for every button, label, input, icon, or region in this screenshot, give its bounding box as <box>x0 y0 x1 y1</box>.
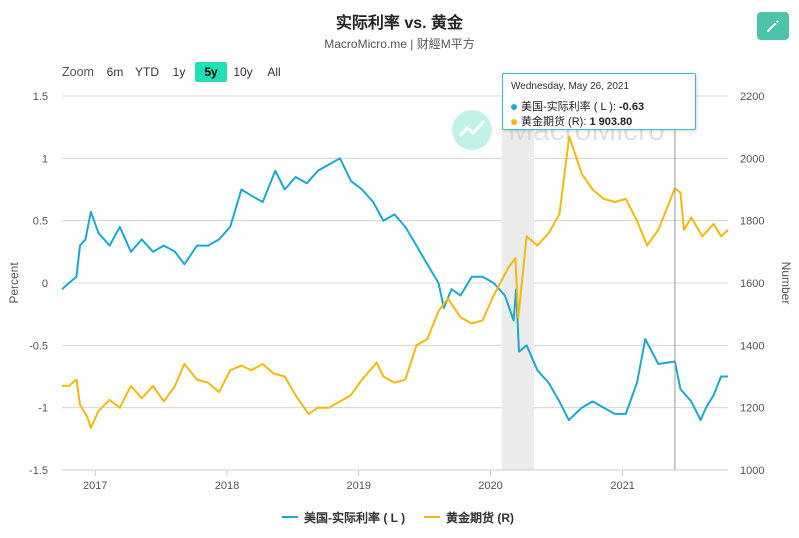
zoom-all-button[interactable]: All <box>267 65 281 79</box>
y-right-tick-label: 2000 <box>740 153 764 165</box>
x-tick-label: 2020 <box>478 480 502 492</box>
y-right-tick-label: 1400 <box>740 340 764 352</box>
zoom-10y-button[interactable]: 10y <box>233 65 253 79</box>
tooltip-value-gold: 1 903.80 <box>589 116 633 128</box>
edit-button[interactable] <box>757 12 789 40</box>
y-right-tick-label: 1800 <box>740 216 764 228</box>
series-lines <box>61 135 729 429</box>
legend-item-gold[interactable]: 黄金期货 (R) <box>424 508 534 526</box>
y-axis-left-label: Percent <box>7 262 21 304</box>
x-tick-label: 2019 <box>346 480 370 492</box>
chart-subtitle: MacroMicro.me | 财經M平方 <box>324 37 475 51</box>
tooltip-row-gold: 黄金期货 (R): 1 903.80 <box>511 113 632 129</box>
zoom-ytd-button[interactable]: YTD <box>135 65 159 79</box>
zoom-6m-button[interactable]: 6m <box>106 65 124 79</box>
y-axis-left-ticks: 1.5 1 0.5 0 -0.5 -1 -1.5 <box>29 91 48 477</box>
legend-item-rate[interactable]: 美国-实际利率 ( L ) <box>282 508 412 526</box>
tooltip-dot-rate <box>511 104 517 111</box>
tooltip-date: Wednesday, May 26, 2021 <box>511 81 630 92</box>
y-axis-right-ticks: 2200 2000 1800 1600 1400 1200 1000 <box>740 91 764 477</box>
x-tick-label: 2018 <box>215 480 239 492</box>
y-right-tick-label: 1600 <box>740 278 764 290</box>
x-tick-label: 2021 <box>610 480 634 492</box>
zoom-1y-button[interactable]: 1y <box>172 65 186 79</box>
y-left-tick-label: 1 <box>42 153 48 165</box>
chart-title: 实际利率 vs. 黄金 <box>335 15 464 32</box>
zoom-label: Zoom <box>62 65 94 79</box>
tooltip-label-rate: 美国-实际利率 ( L ): <box>521 101 619 113</box>
y-left-tick-label: -1.5 <box>29 465 48 477</box>
y-right-tick-label: 1200 <box>740 403 764 415</box>
series-line-real-rate <box>61 157 728 422</box>
tooltip: Wednesday, May 26, 2021 美国-实际利率 ( L ): -… <box>502 73 696 130</box>
pencil-icon <box>767 20 779 32</box>
y-left-tick-label: 0.5 <box>33 216 48 228</box>
series-line-gold <box>62 135 729 429</box>
legend-label-rate: 美国-实际利率 ( L ) <box>304 511 406 525</box>
legend-swatch-gold <box>424 516 440 518</box>
tooltip-label-gold: 黄金期货 (R): <box>521 116 590 128</box>
legend-swatch-rate <box>282 516 298 518</box>
tooltip-dot-gold <box>511 119 517 126</box>
x-axis-ticks: 2017 2018 2019 2020 2021 <box>83 470 635 492</box>
zoom-5y-button[interactable]: 5y <box>195 62 227 82</box>
y-axis-right-label: Number <box>779 262 793 305</box>
x-tick-label: 2017 <box>83 480 107 492</box>
highlight-band <box>501 96 535 470</box>
legend-label-gold: 黄金期货 (R) <box>446 511 514 525</box>
y-right-tick-label: 1000 <box>740 465 764 477</box>
grid-lines <box>62 95 728 471</box>
y-left-tick-label: 1.5 <box>33 91 48 103</box>
y-left-tick-label: 0 <box>42 278 48 290</box>
y-left-tick-label: -0.5 <box>29 340 48 352</box>
y-left-tick-label: -1 <box>38 403 48 415</box>
tooltip-row-rate: 美国-实际利率 ( L ): -0.63 <box>511 98 644 114</box>
tooltip-value-rate: -0.63 <box>618 101 645 113</box>
y-right-tick-label: 2200 <box>740 91 764 103</box>
